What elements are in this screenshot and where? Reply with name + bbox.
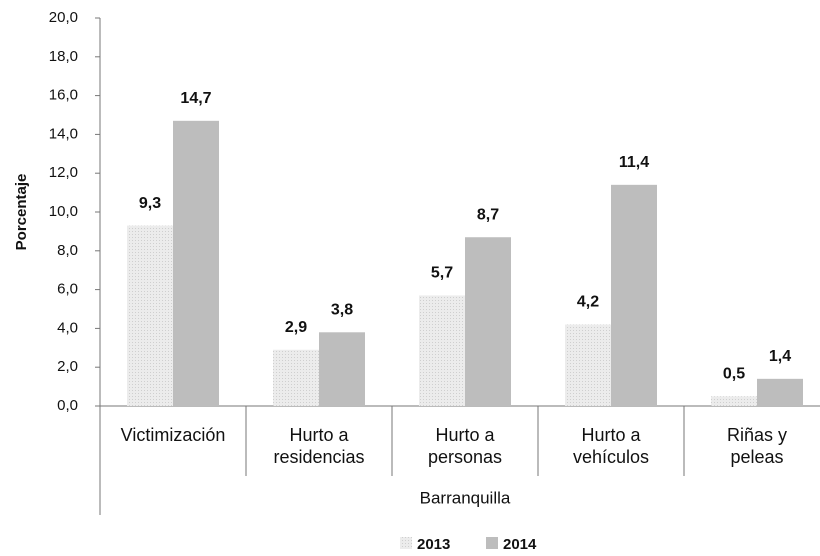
value-label: 0,5 bbox=[723, 366, 745, 383]
bar bbox=[565, 324, 611, 406]
value-label: 11,4 bbox=[619, 154, 649, 171]
legend-swatch bbox=[400, 537, 412, 549]
x-tick-label: Hurto a vehículos bbox=[572, 425, 650, 467]
y-tick-label: 4,0 bbox=[57, 319, 78, 336]
value-label: 2,9 bbox=[285, 319, 307, 336]
bar bbox=[419, 295, 465, 406]
y-tick-label: 2,0 bbox=[57, 358, 78, 375]
value-label: 9,3 bbox=[139, 195, 161, 212]
x-tick-label: Victimización bbox=[120, 425, 226, 445]
legend-swatch bbox=[486, 537, 498, 549]
y-tick-label: 0,0 bbox=[57, 397, 78, 414]
bar bbox=[173, 120, 219, 406]
y-tick-label: 14,0 bbox=[49, 125, 78, 142]
value-label: 14,7 bbox=[180, 90, 211, 107]
bar bbox=[711, 396, 757, 406]
bar bbox=[273, 349, 319, 406]
x-tick-label: Hurto a residencias bbox=[273, 425, 365, 467]
bar bbox=[465, 237, 511, 406]
bar bbox=[611, 184, 657, 406]
bar bbox=[757, 378, 803, 406]
y-tick-label: 10,0 bbox=[49, 203, 78, 220]
x-axis-label: Barranquilla bbox=[420, 488, 511, 507]
value-label: 8,7 bbox=[477, 206, 499, 223]
bar bbox=[319, 332, 365, 406]
value-label: 5,7 bbox=[431, 265, 453, 282]
y-tick-label: 8,0 bbox=[57, 242, 78, 259]
y-tick-label: 16,0 bbox=[49, 87, 78, 104]
legend-label: 2014 bbox=[503, 536, 537, 553]
y-axis-label: Porcentaje bbox=[13, 174, 30, 251]
y-tick-label: 20,0 bbox=[49, 9, 78, 26]
y-tick-label: 6,0 bbox=[57, 281, 78, 298]
x-tick-label: Riñas y peleas bbox=[726, 425, 788, 467]
bar bbox=[127, 225, 173, 406]
y-tick-label: 12,0 bbox=[49, 164, 78, 181]
value-label: 3,8 bbox=[331, 301, 353, 318]
x-tick-label: Hurto a personas bbox=[427, 425, 503, 467]
value-label: 4,2 bbox=[577, 294, 599, 311]
legend-label: 2013 bbox=[417, 536, 450, 553]
value-label: 1,4 bbox=[769, 348, 791, 365]
y-tick-label: 18,0 bbox=[49, 48, 78, 65]
